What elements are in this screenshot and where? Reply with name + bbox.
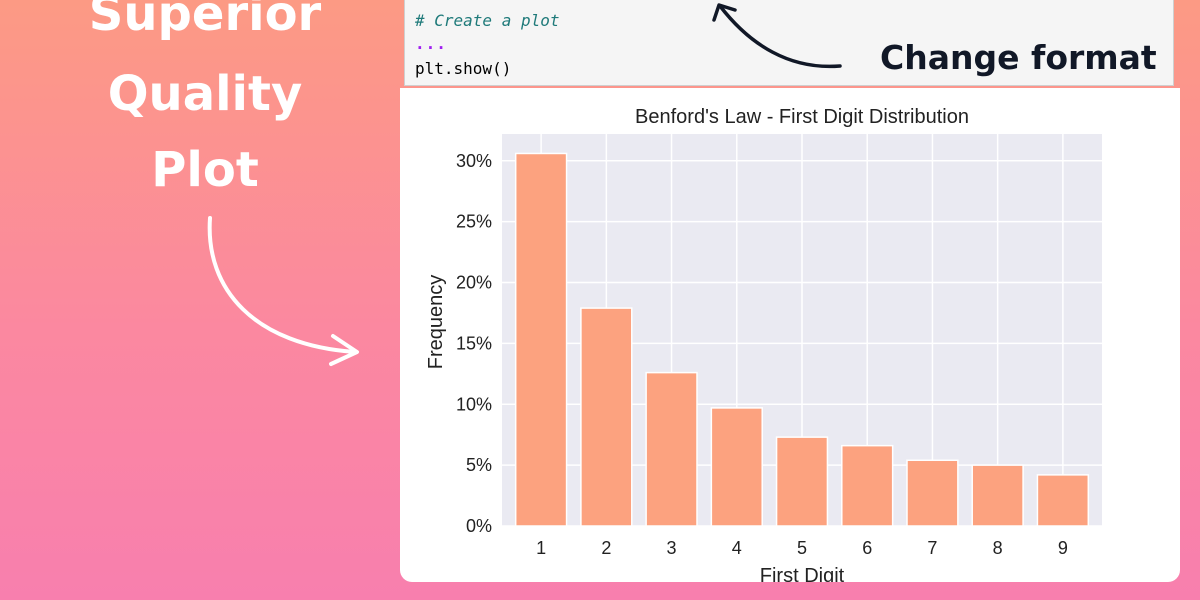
- y-axis-label: Frequency: [425, 275, 447, 370]
- curved-arrow-icon: [207, 216, 359, 366]
- change-format-annotation: Change format: [880, 38, 1157, 77]
- chart-title: Benford's Law - First Digit Distribution: [635, 106, 969, 128]
- x-tick-label: 2: [601, 538, 611, 558]
- y-tick-label: 10%: [456, 394, 492, 414]
- code-plt-show: plt.show(): [415, 59, 512, 78]
- y-tick-label: 30%: [456, 151, 492, 171]
- x-tick-label: 5: [797, 538, 807, 558]
- bar-digit-7: [906, 459, 959, 527]
- code-ellipsis: ...: [415, 34, 447, 53]
- benford-bar-chart: 0% 5% 10% 15% 20% 25% 30% 1 2 3 4 5 6 7 8 9 Benford's L…: [425, 106, 1102, 582]
- bars: [514, 152, 1090, 527]
- code-comment: # Create a plot: [415, 11, 560, 30]
- x-tick-label: 1: [536, 538, 546, 558]
- y-tick-label: 5%: [466, 455, 492, 475]
- bar-digit-1: [514, 152, 568, 527]
- ticks: 0% 5% 10% 15% 20% 25% 30% 1 2 3 4 5 6 7 8 9: [456, 151, 1068, 558]
- x-tick-label: 6: [862, 538, 872, 558]
- x-tick-label: 8: [993, 538, 1003, 558]
- code-cell[interactable]: # Create a plot ... plt.show(): [404, 0, 1174, 86]
- bar-digit-8: [971, 464, 1024, 527]
- bar-digit-5: [775, 436, 829, 527]
- x-tick-label: 4: [732, 538, 742, 558]
- bar-digit-2: [580, 307, 633, 527]
- x-axis-label: First Digit: [760, 565, 845, 582]
- hero-line-superior: Superior: [88, 0, 322, 42]
- bar-digit-3: [645, 371, 698, 527]
- y-tick-label: 25%: [456, 212, 492, 232]
- y-tick-label: 0%: [466, 516, 492, 536]
- bar-digit-9: [1036, 474, 1090, 527]
- bar-digit-6: [841, 444, 894, 527]
- x-tick-label: 9: [1058, 538, 1068, 558]
- hero-line-plot: Plot: [151, 142, 259, 198]
- y-tick-label: 15%: [456, 333, 492, 353]
- format-arrow-icon: [712, 3, 842, 69]
- bar-digit-4: [710, 407, 763, 527]
- y-tick-label: 20%: [456, 273, 492, 293]
- x-tick-label: 7: [927, 538, 937, 558]
- x-tick-label: 3: [667, 538, 677, 558]
- hero-line-quality: Quality: [107, 66, 303, 122]
